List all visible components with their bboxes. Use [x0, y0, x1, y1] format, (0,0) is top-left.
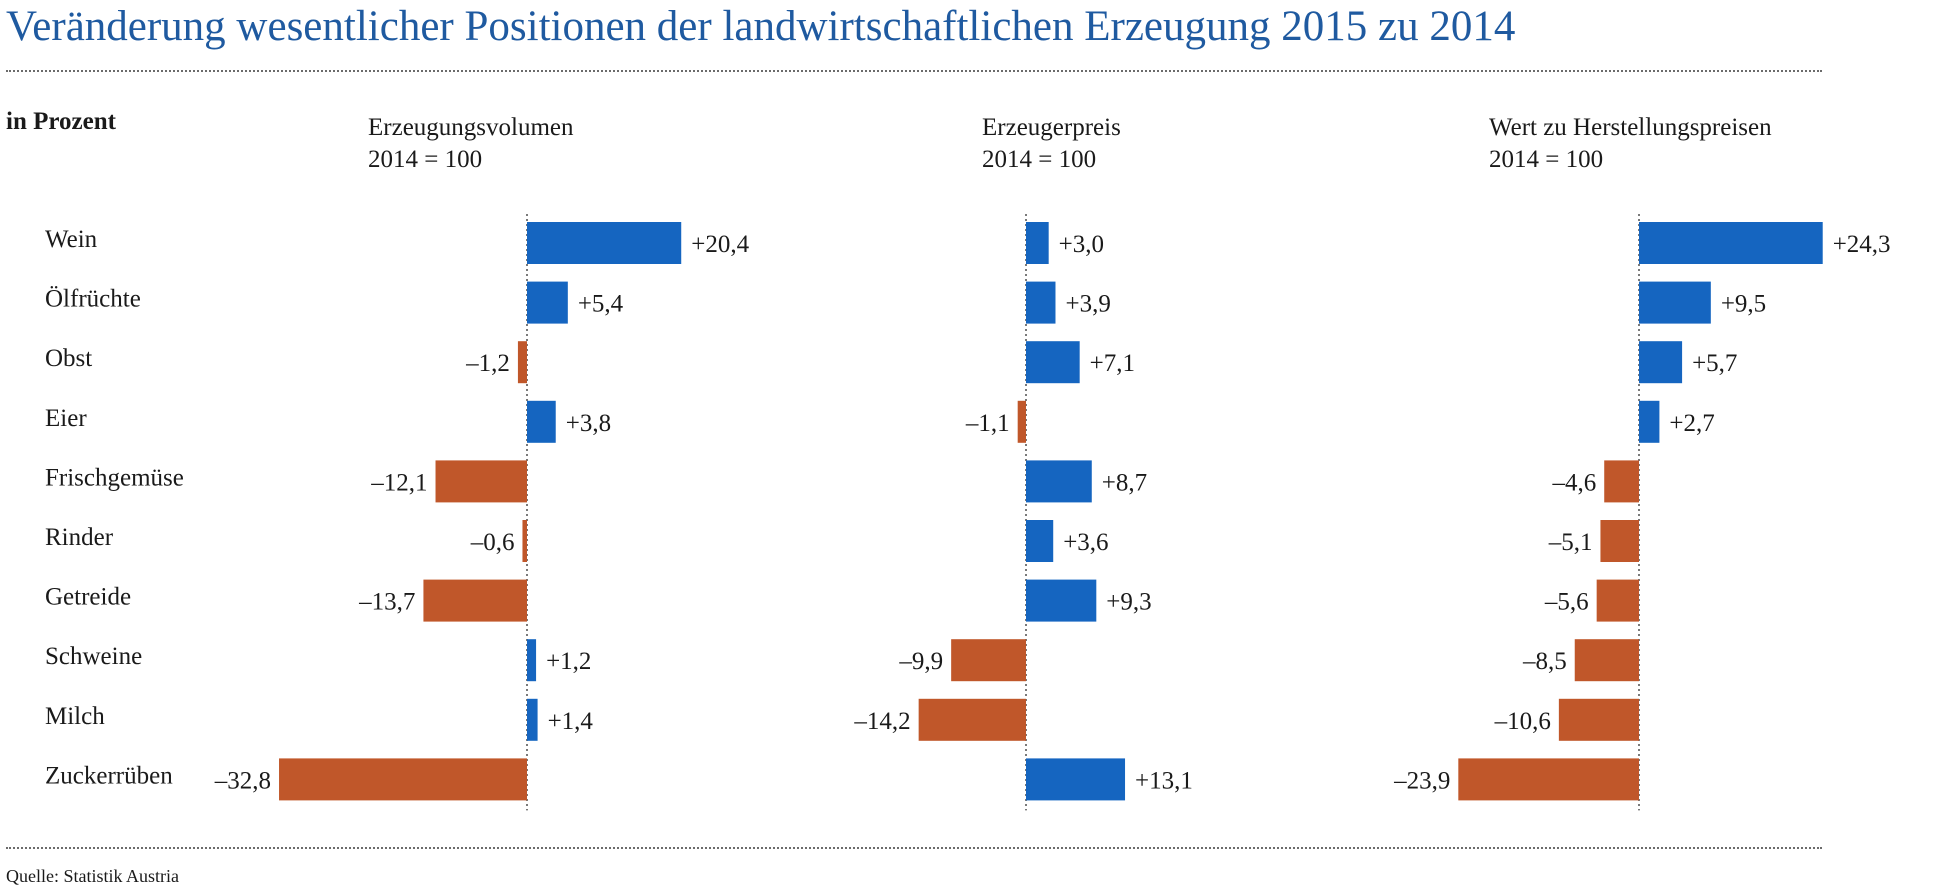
bar-negative — [1574, 639, 1639, 682]
category-label: Zuckerrüben — [45, 762, 173, 789]
bar-negative — [1558, 698, 1639, 741]
category-label: Obst — [45, 345, 92, 372]
data-label: –14,2 — [853, 708, 910, 735]
panel-heading-wert: Wert zu Herstellungspreisen 2014 = 100 — [1489, 112, 1772, 176]
category-label: Wein — [45, 226, 98, 253]
category-label: Schweine — [45, 643, 142, 670]
bar-negative — [951, 639, 1026, 682]
data-label: +3,0 — [1059, 231, 1104, 258]
data-label: +3,8 — [566, 410, 611, 437]
data-label: +3,6 — [1063, 529, 1108, 556]
data-label: +8,7 — [1102, 469, 1147, 496]
bar-positive — [1026, 579, 1097, 622]
bar-positive — [1639, 281, 1711, 324]
bar-positive — [1026, 281, 1056, 324]
category-label: Rinder — [45, 524, 114, 551]
bar-positive — [527, 222, 682, 264]
data-label: –0,6 — [470, 529, 515, 556]
chart-title: Veränderung wesentlicher Positionen der … — [6, 3, 1516, 50]
data-label: +7,1 — [1090, 350, 1135, 377]
data-label: +3,9 — [1065, 291, 1110, 318]
data-label: +1,2 — [546, 648, 591, 675]
bar-negative — [1604, 460, 1639, 503]
bar-negative — [918, 698, 1026, 741]
bar-positive — [527, 639, 537, 682]
data-label: –23,9 — [1393, 767, 1450, 794]
data-label: –5,6 — [1544, 589, 1589, 616]
bar-positive — [1026, 222, 1049, 264]
data-label: –9,9 — [898, 648, 943, 675]
data-label: –4,6 — [1551, 469, 1596, 496]
data-label: +5,4 — [578, 291, 624, 318]
bar-negative — [279, 758, 527, 801]
panel-subtitle: 2014 = 100 — [368, 146, 483, 173]
bar-negative — [517, 341, 527, 384]
data-label: +24,3 — [1833, 231, 1891, 258]
source-note: Quelle: Statistik Austria — [6, 866, 179, 886]
panel-heading-preis: Erzeugerpreis 2014 = 100 — [982, 112, 1121, 176]
data-label: –32,8 — [214, 767, 271, 794]
category-label: Ölfrüchte — [45, 286, 141, 313]
data-label: +13,1 — [1135, 767, 1193, 794]
category-label: Getreide — [45, 584, 131, 611]
bar-positive — [527, 698, 538, 741]
data-label: +20,4 — [691, 231, 749, 258]
bar-positive — [1639, 341, 1683, 384]
bar-negative — [1600, 520, 1639, 562]
category-label: Eier — [45, 405, 87, 432]
category-label: Milch — [45, 703, 105, 730]
bottom-divider — [6, 847, 1822, 849]
data-label: –1,1 — [965, 410, 1010, 437]
bar-positive — [1639, 400, 1660, 443]
data-label: –8,5 — [1522, 648, 1567, 675]
bar-negative — [1458, 758, 1639, 801]
panel-title: Wert zu Herstellungspreisen — [1489, 114, 1772, 141]
bar-positive — [527, 400, 556, 443]
data-label: +9,5 — [1721, 291, 1766, 318]
data-label: –5,1 — [1548, 529, 1593, 556]
bar-negative — [522, 520, 527, 562]
top-divider — [6, 70, 1822, 72]
category-label: Frischgemüse — [45, 464, 184, 491]
panel-subtitle: 2014 = 100 — [982, 146, 1097, 173]
panel-subtitle: 2014 = 100 — [1489, 146, 1604, 173]
data-label: +5,7 — [1692, 350, 1737, 377]
data-label: –13,7 — [358, 589, 415, 616]
data-label: –12,1 — [370, 469, 427, 496]
data-label: –1,2 — [465, 350, 510, 377]
bar-positive — [1639, 222, 1823, 264]
bar-negative — [1596, 579, 1639, 622]
panel-title: Erzeugerpreis — [982, 114, 1121, 141]
bar-negative — [423, 579, 527, 622]
bar-negative — [435, 460, 527, 503]
panel-title: Erzeugungsvolumen — [368, 114, 574, 141]
data-label: +1,4 — [548, 708, 594, 735]
data-label: +2,7 — [1669, 410, 1714, 437]
bar-positive — [1026, 341, 1080, 384]
bar-positive — [1026, 520, 1054, 562]
data-label: +9,3 — [1106, 589, 1151, 616]
bar-negative — [1017, 400, 1026, 443]
panel-heading-volumen: Erzeugungsvolumen 2014 = 100 — [368, 112, 574, 176]
bar-positive — [1026, 460, 1092, 503]
bar-positive — [1026, 758, 1126, 801]
data-label: –10,6 — [1494, 708, 1551, 735]
bar-positive — [527, 281, 568, 324]
unit-label: in Prozent — [6, 108, 116, 135]
